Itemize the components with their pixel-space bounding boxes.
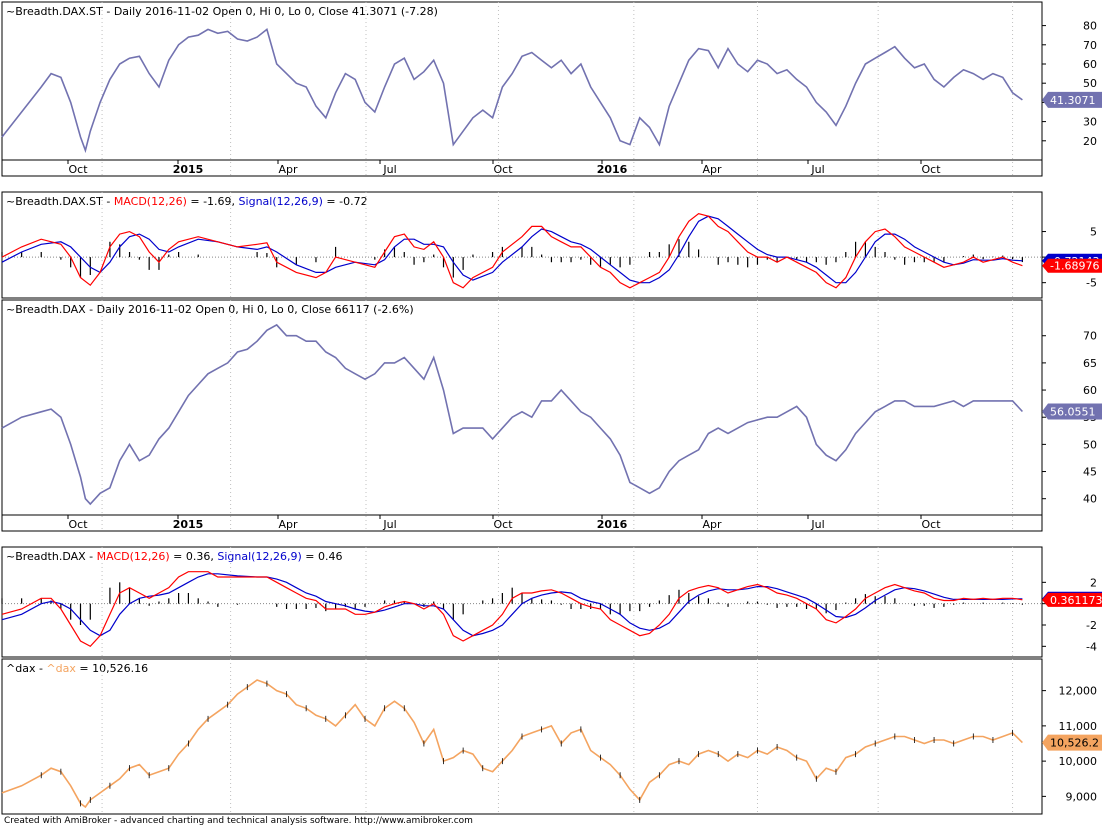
macd-line [1,213,1023,289]
x-tick-label: 2015 [173,518,204,531]
title-part: ~Breadth.DAX.ST - [6,195,114,208]
y-tick-label: 70 [1083,330,1097,343]
y-tick-label: 65 [1083,357,1097,370]
y-tick-label: -5 [1086,277,1097,290]
y-tick-label: -2 [1086,619,1097,632]
title-part: MACD(12,26) [97,550,170,563]
x-tick-label: Oct [493,163,513,176]
pane-macd-dax-st: ~Breadth.DAX.ST - MACD(12,26) = -1.69, S… [1,191,1102,299]
title-part: ~Breadth.DAX.ST - Daily 2016-11-02 Open … [6,5,438,18]
x-tick-label: Oct [921,518,941,531]
x-tick-label: Oct [68,518,88,531]
pane-macd-dax: ~Breadth.DAX - MACD(12,26) = 0.36, Signa… [1,546,1102,658]
pane-title: ~Breadth.DAX - Daily 2016-11-02 Open 0, … [6,303,414,316]
last-value-label: -1.68976 [1050,260,1099,273]
series-line [1,679,1023,809]
y-tick-label: 45 [1083,466,1097,479]
pane-title: ~Breadth.DAX.ST - Daily 2016-11-02 Open … [6,5,438,18]
series-line [1,28,1023,154]
y-tick-label: 50 [1083,77,1097,90]
title-part: ^dax [46,662,76,675]
x-tick-label: Apr [702,163,722,176]
last-value-label: 10,526.2 [1050,737,1099,750]
x-tick-label: 2015 [173,163,204,176]
title-part: ~Breadth.DAX - [6,550,97,563]
y-tick-label: 50 [1083,438,1097,451]
pane-dax-price: ^dax - ^dax = 10,526.16 9,000 10,000 11,000… [1,658,1102,815]
x-tick-label: Apr [278,163,298,176]
signal-line [1,573,1023,637]
x-tick-label: Oct [68,163,88,176]
macd-line [1,571,1023,648]
y-tick-label: 5 [1090,226,1097,239]
x-tick-label: Oct [921,163,941,176]
y-tick-label: 30 [1083,116,1097,129]
series-line [1,323,1023,506]
y-tick-label: 40 [1083,493,1097,506]
y-tick-label: 80 [1083,20,1097,33]
y-tick-label: 70 [1083,39,1097,52]
signal-line [1,215,1023,284]
y-tick-label: 20 [1083,135,1097,148]
x-tick-label: 2016 [597,163,628,176]
x-tick-label: Apr [278,518,298,531]
x-tick-label: Jul [382,518,396,531]
title-part: = 0.36, [170,550,218,563]
y-tick-label: 10,000 [1059,755,1098,768]
x-tick-label: Jul [810,163,824,176]
pane-title: ~Breadth.DAX - MACD(12,26) = 0.36, Signa… [6,550,342,563]
plot-area [1,299,1043,532]
x-tick-label: Jul [382,163,396,176]
y-tick-label: 11,000 [1059,720,1098,733]
last-value-badge [1042,592,1102,607]
plot-area [1,1,1043,177]
title-part: ~Breadth.DAX - Daily 2016-11-02 Open 0, … [6,303,414,316]
y-tick-label: 9,000 [1066,790,1098,803]
last-value-label: 41.3071 [1050,94,1096,107]
pane-title: ^dax - ^dax = 10,526.16 [6,662,148,675]
last-value-badge [1042,258,1102,273]
x-tick-label: Apr [702,518,722,531]
title-part: Signal(12,26,9) [239,195,323,208]
last-value-badge [1042,91,1102,108]
title-part: ^dax - [6,662,46,675]
x-tick-label: 2016 [597,518,628,531]
last-value-label: 56.0551 [1050,405,1096,418]
pane-breadth-dax: ~Breadth.DAX - Daily 2016-11-02 Open 0, … [1,299,1102,532]
last-value-badge [1042,403,1102,420]
x-tick-label: Oct [493,518,513,531]
y-tick-label: -4 [1086,640,1097,653]
title-part: MACD(12,26) [114,195,187,208]
x-tick-label: Jul [810,518,824,531]
pane-breadth-dax-st: ~Breadth.DAX.ST - Daily 2016-11-02 Open … [1,1,1102,177]
y-tick-label: 60 [1083,384,1097,397]
pane-title: ~Breadth.DAX.ST - MACD(12,26) = -1.69, S… [6,195,368,208]
last-value-label: 0.361173 [1050,594,1102,607]
y-tick-label: 60 [1083,58,1097,71]
title-part: = 0.46 [302,550,343,563]
title-part: Signal(12,26,9) [217,550,301,563]
title-part: = 10,526.16 [76,662,148,675]
title-part: = -1.69, [187,195,239,208]
y-tick-label: 12,000 [1059,685,1098,698]
y-tick-label: 2 [1090,576,1097,589]
footer-credit: Created with AmiBroker - advanced charti… [4,816,473,826]
title-part: = -0.72 [323,195,368,208]
last-value-badge [1042,734,1102,751]
